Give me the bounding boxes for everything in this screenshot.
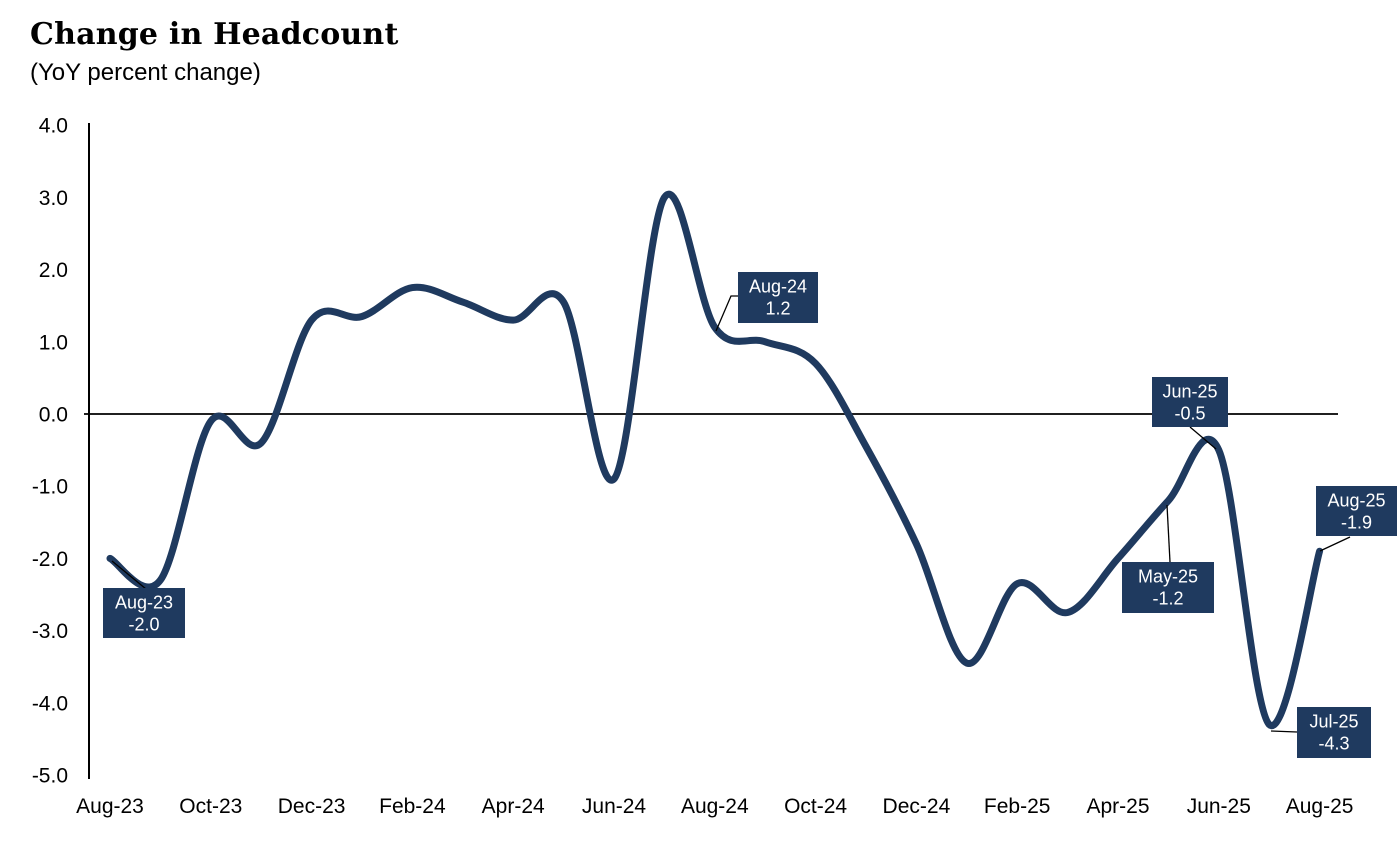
y-tick-label: 1.0 bbox=[39, 331, 68, 354]
callout-month-label: Aug-23 bbox=[115, 593, 173, 613]
y-tick-label: -1.0 bbox=[32, 476, 68, 499]
callout-value-label: -1.9 bbox=[1341, 513, 1372, 533]
x-tick-label: Jun-25 bbox=[1187, 795, 1251, 818]
y-tick-label: -2.0 bbox=[32, 548, 68, 571]
callout-value-label: 1.2 bbox=[765, 299, 790, 319]
x-tick-label: Feb-25 bbox=[984, 795, 1051, 818]
x-tick-label: Aug-23 bbox=[76, 795, 144, 818]
x-tick-label: Apr-25 bbox=[1086, 795, 1149, 818]
y-tick-label: -4.0 bbox=[32, 692, 68, 715]
x-tick-label: Oct-24 bbox=[784, 795, 847, 818]
callout-box bbox=[103, 588, 185, 638]
x-tick-label: Oct-23 bbox=[179, 795, 242, 818]
y-tick-label: -3.0 bbox=[32, 620, 68, 643]
y-tick-label: 0.0 bbox=[39, 404, 68, 427]
y-tick-label: 4.0 bbox=[39, 115, 68, 138]
callout-value-label: -0.5 bbox=[1174, 404, 1205, 424]
callout-leader-line bbox=[1270, 730, 1298, 733]
callout-month-label: Jun-25 bbox=[1162, 382, 1217, 402]
x-tick-label: Apr-24 bbox=[482, 795, 545, 818]
y-tick-label: 3.0 bbox=[39, 187, 68, 210]
callout-leader-line bbox=[1319, 536, 1351, 552]
callout-month-label: Aug-24 bbox=[749, 277, 807, 297]
callout-month-label: Jul-25 bbox=[1309, 712, 1358, 732]
callout-leader-line bbox=[1189, 426, 1217, 450]
x-tick-label: Aug-25 bbox=[1286, 795, 1354, 818]
headcount-line-series bbox=[106, 190, 1324, 730]
x-tick-label: Dec-24 bbox=[883, 795, 951, 818]
y-tick-label: 2.0 bbox=[39, 259, 68, 282]
chart-subtitle: (YoY percent change) bbox=[30, 59, 261, 86]
callout-leader-line bbox=[111, 560, 147, 590]
callout-month-label: May-25 bbox=[1138, 567, 1198, 587]
x-tick-label: Feb-24 bbox=[379, 795, 446, 818]
chart-title: Change in Headcount bbox=[30, 17, 399, 52]
x-tick-label: Dec-23 bbox=[278, 795, 346, 818]
callout-leader-line bbox=[1166, 504, 1171, 563]
x-tick-label: Aug-24 bbox=[681, 795, 749, 818]
x-tick-label: Jun-24 bbox=[582, 795, 647, 818]
callout-box bbox=[1152, 377, 1228, 427]
callout-box bbox=[1297, 707, 1371, 758]
callout-value-label: -1.2 bbox=[1152, 589, 1183, 609]
callout-box bbox=[1122, 562, 1214, 613]
callout-value-label: -4.3 bbox=[1318, 734, 1349, 754]
y-tick-label: -5.0 bbox=[32, 765, 68, 788]
callout-month-label: Aug-25 bbox=[1327, 491, 1385, 511]
callout-value-label: -2.0 bbox=[128, 615, 159, 635]
callout-leader-line bbox=[715, 295, 738, 332]
callout-box bbox=[1316, 486, 1397, 536]
callout-box bbox=[738, 272, 818, 323]
